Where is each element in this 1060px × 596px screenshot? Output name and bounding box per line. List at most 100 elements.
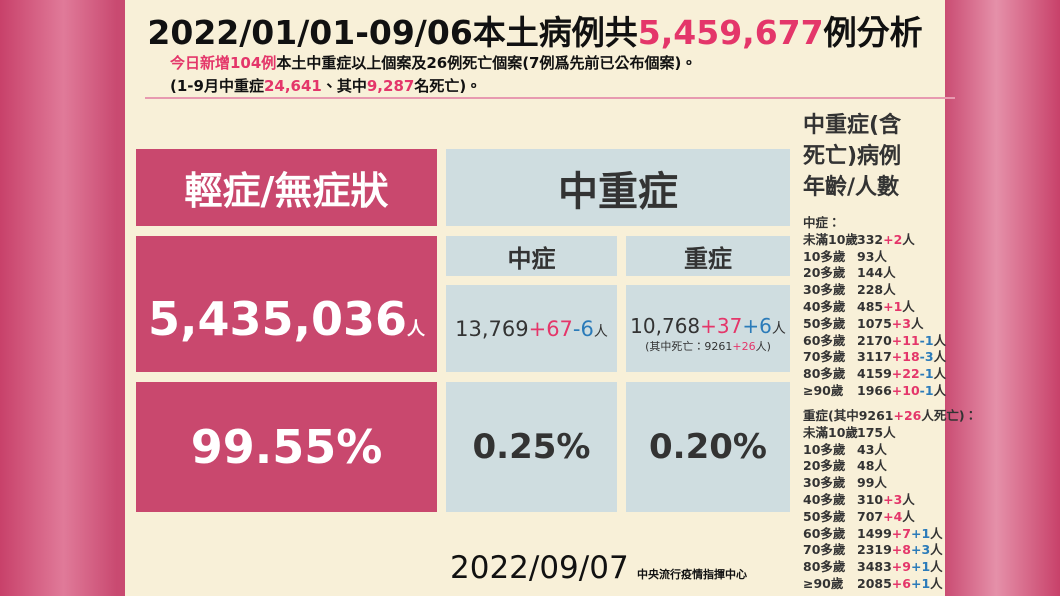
severe-header: 中重症 [446, 149, 790, 226]
count: 1075 [857, 315, 892, 331]
delta: +3 [910, 542, 931, 558]
base: 10,768 [630, 313, 701, 338]
age: 30多歲 [803, 475, 846, 491]
title: 2022/01/01-09/06本土病例共5,459,677例分析 [125, 6, 945, 54]
text-segment: (1-9月中重症 [170, 77, 264, 95]
age: 20多歲 [803, 265, 846, 281]
count: 310 [857, 492, 884, 507]
age-title-line: 死亡)病例 [803, 144, 902, 169]
text-segment: +26 [893, 408, 922, 423]
age: 20多歲 [803, 458, 846, 474]
age-row: 10多歲 43人 [803, 439, 887, 458]
text-segment: 中症： [803, 215, 841, 230]
count: 1966 [857, 383, 892, 398]
header-text: 重症 [684, 244, 732, 273]
delta: +11 [891, 332, 920, 348]
unit: 人 [407, 319, 425, 340]
age: 70多歲 [803, 349, 846, 365]
moderate-share: 0.25% [446, 382, 617, 512]
count: 144 [857, 265, 884, 281]
unit: 人 [933, 332, 947, 348]
count: 3117 [857, 349, 892, 365]
moderate-count: 13,769+67-6人 [446, 285, 617, 372]
age: 40多歲 [803, 492, 846, 507]
text-segment: 今日新增104例 [170, 54, 277, 72]
age-title: 中重症(含 死亡)病例 年齡/人數 [803, 110, 901, 203]
delta: +6 [891, 576, 911, 591]
count: 1499 [857, 525, 892, 541]
age-row: 60多歲 2170+11-1人 [803, 330, 946, 349]
unit: 人 [593, 323, 608, 340]
delta: -6 [572, 316, 594, 341]
panel: 2022/01/01-09/06本土病例共5,459,677例分析 今日新增10… [125, 0, 977, 596]
count: 485 [857, 299, 884, 314]
header-text: 中症 [507, 244, 556, 273]
unit: 人 [874, 441, 887, 457]
unit: 人 [902, 492, 915, 507]
age: 60多歲 [803, 332, 846, 348]
delta: +3 [891, 315, 911, 331]
deaths: 9261 [704, 339, 733, 353]
delta: +26 [732, 339, 756, 353]
share: 99.55% [190, 420, 383, 474]
unit: 人 [910, 315, 924, 331]
unit: 人 [902, 508, 915, 524]
unit: 人 [874, 475, 887, 491]
summary-line: (1-9月中重症24,641、其中9,287名死亡)。 [170, 75, 481, 96]
delta: -1 [919, 383, 934, 398]
count: 2085 [857, 576, 892, 591]
age-row: 80多歲 4159+22-1人 [803, 363, 946, 382]
unit: 人 [930, 559, 943, 575]
age: 60多歲 [803, 525, 846, 541]
age-title-line: 年齡/人數 [803, 175, 900, 200]
delta: +7 [891, 525, 911, 541]
age: 10多歲 [803, 248, 846, 264]
unit: 人 [874, 248, 887, 264]
count: 175 [857, 424, 884, 440]
header-text: 中重症 [558, 168, 678, 215]
unit: 人 [883, 424, 896, 440]
unit: 人 [883, 282, 896, 298]
critical-count: 10,768+37+6人 (其中死亡：9261+26人) [626, 285, 790, 372]
delta: -1 [919, 332, 934, 348]
age-row: 80多歲 3483+9+1人 [803, 556, 943, 575]
unit: 人 [930, 576, 943, 591]
unit: 人 [930, 542, 943, 558]
moderate-header: 中症 [446, 236, 617, 276]
share: 0.20% [649, 427, 767, 467]
delta: +1 [883, 299, 903, 314]
text-segment: 人死亡)： [921, 408, 978, 423]
footer-date: 2022/09/07 [450, 550, 629, 586]
delta: +8 [891, 542, 911, 558]
delta: +1 [910, 559, 931, 575]
delta: -1 [919, 366, 934, 382]
count: 228 [857, 282, 884, 298]
unit: 人 [933, 366, 947, 382]
age-row: 50多歲 1075+3人 [803, 313, 923, 332]
deaths-note: (其中死亡：9261+26人) [645, 338, 771, 354]
age: 70多歲 [803, 542, 846, 558]
critical-header: 重症 [626, 236, 790, 276]
count: 93 [857, 248, 875, 264]
age-row: 70多歲 2319+8+3人 [803, 539, 943, 558]
age-row: 30多歲 228人 [803, 279, 896, 298]
count: 99 [857, 475, 875, 491]
age-row: ≥90歲 1966+10-1人 [803, 380, 946, 399]
text-segment: 24,641 [263, 77, 322, 95]
critical-share: 0.20% [626, 382, 790, 512]
delta: +1 [910, 576, 931, 591]
count: 2319 [857, 542, 892, 558]
unit: 人 [930, 525, 943, 541]
mild-share: 99.55% [136, 382, 437, 512]
age: ≥90歲 [803, 576, 844, 591]
age: 未滿10歲 [803, 424, 858, 440]
count: 332 [857, 231, 884, 247]
unit: 人 [933, 383, 947, 398]
delta: +1 [910, 525, 931, 541]
count: 707 [857, 508, 884, 524]
value-line: 13,769+67-6人 [455, 317, 608, 341]
group-label: 重症(其中9261+26人死亡)： [803, 405, 977, 424]
age: ≥90歲 [803, 383, 844, 398]
age-row: 40多歲 310+3人 [803, 489, 915, 508]
